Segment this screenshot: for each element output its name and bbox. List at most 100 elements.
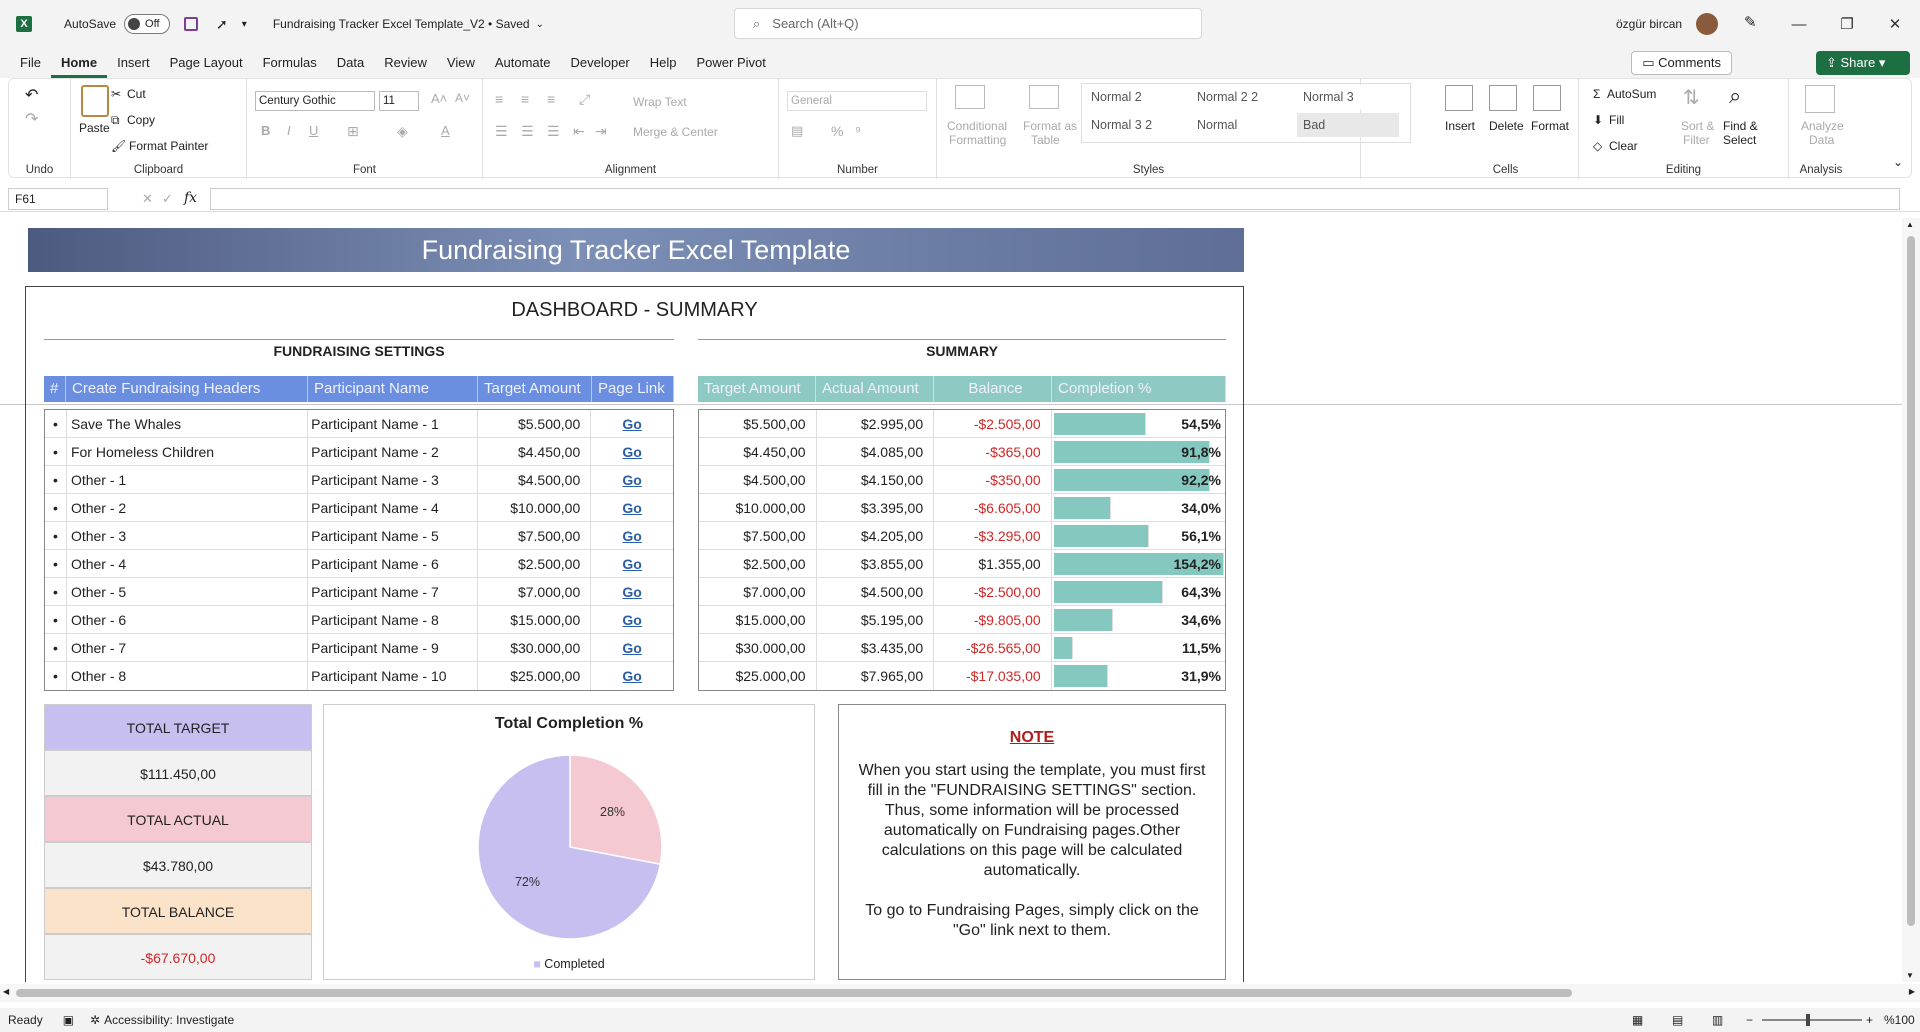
- underline-icon[interactable]: U: [309, 123, 319, 138]
- horizontal-scrollbar[interactable]: ◀ ▶: [0, 984, 1920, 1002]
- fundraising-header-cell[interactable]: Other - 1: [67, 466, 309, 493]
- style-cell[interactable]: Normal 3 2: [1085, 113, 1187, 137]
- page-link[interactable]: Go: [622, 444, 642, 460]
- balance-cell[interactable]: -$17.035,00: [934, 662, 1052, 690]
- redo-icon[interactable]: ↷: [25, 111, 39, 128]
- participant-cell[interactable]: Participant Name - 10: [308, 662, 478, 690]
- actual-amount-cell[interactable]: $3.435,00: [817, 634, 935, 661]
- insert-cells-icon[interactable]: [1445, 85, 1473, 111]
- page-link[interactable]: Go: [622, 640, 642, 656]
- cut-button[interactable]: Cut: [127, 87, 146, 101]
- customize-qat-icon[interactable]: ▾: [241, 18, 247, 30]
- font-color-icon[interactable]: A: [441, 123, 450, 138]
- summary-target-cell[interactable]: $10.000,00: [699, 494, 817, 521]
- actual-amount-cell[interactable]: $4.085,00: [817, 438, 935, 465]
- pie-slice[interactable]: [569, 754, 663, 866]
- completion-cell[interactable]: 64,3%: [1052, 578, 1225, 605]
- tab-file[interactable]: File: [20, 55, 41, 70]
- format-cells-button[interactable]: Format: [1531, 119, 1570, 133]
- document-title[interactable]: Fundraising Tracker Excel Template_V2 • …: [272, 17, 530, 31]
- decrease-indent-icon[interactable]: ⇤: [573, 123, 585, 139]
- borders-icon[interactable]: ⊞: [347, 123, 359, 139]
- tab-insert[interactable]: Insert: [117, 55, 150, 70]
- tab-data[interactable]: Data: [336, 55, 365, 70]
- chevron-down-icon[interactable]: ⌄: [535, 18, 544, 30]
- align-left-icon[interactable]: ☰: [495, 123, 508, 139]
- target-amount-cell[interactable]: $15.000,00: [478, 606, 592, 633]
- target-amount-cell[interactable]: $4.450,00: [478, 438, 592, 465]
- completion-cell[interactable]: 92,2%: [1052, 466, 1225, 493]
- balance-cell[interactable]: -$9.805,00: [934, 606, 1052, 633]
- page-layout-view-icon[interactable]: ▤: [1672, 1013, 1684, 1027]
- target-amount-cell[interactable]: $10.000,00: [478, 494, 592, 521]
- increase-font-icon[interactable]: A˄: [431, 91, 448, 106]
- actual-amount-cell[interactable]: $4.150,00: [817, 466, 935, 493]
- delete-cells-button[interactable]: Delete: [1489, 119, 1524, 133]
- copy-button[interactable]: Copy: [127, 113, 156, 127]
- font-size-select[interactable]: 11: [379, 91, 419, 111]
- comma-icon[interactable]: ⁹: [855, 123, 861, 139]
- page-link[interactable]: Go: [622, 584, 642, 600]
- zoom-level[interactable]: %100: [1884, 1013, 1915, 1027]
- balance-cell[interactable]: -$2.500,00: [934, 578, 1052, 605]
- style-cell[interactable]: Normal 2: [1085, 85, 1187, 109]
- fill-icon[interactable]: ⬇: [1593, 113, 1604, 127]
- find-select-icon[interactable]: ⌕: [1729, 83, 1742, 108]
- page-link[interactable]: Go: [622, 556, 642, 572]
- accessibility-icon[interactable]: ✲: [90, 1013, 101, 1027]
- participant-cell[interactable]: Participant Name - 4: [308, 494, 478, 521]
- completion-cell[interactable]: 56,1%: [1052, 522, 1225, 549]
- cancel-icon[interactable]: ✕: [142, 191, 153, 206]
- completion-cell[interactable]: 11,5%: [1052, 634, 1225, 661]
- page-break-view-icon[interactable]: ▥: [1712, 1013, 1724, 1027]
- completion-chart[interactable]: Total Completion % 28% 72% ■ Completed: [323, 704, 815, 980]
- balance-cell[interactable]: $1.355,00: [934, 550, 1052, 577]
- bold-icon[interactable]: B: [261, 123, 271, 138]
- formula-input[interactable]: [210, 188, 1900, 210]
- format-cells-icon[interactable]: [1533, 85, 1561, 111]
- search-box[interactable]: ⌕ Search (Alt+Q): [734, 8, 1202, 39]
- tab-power-pivot[interactable]: Power Pivot: [696, 55, 766, 70]
- autosum-icon[interactable]: Σ: [1593, 87, 1601, 101]
- page-link[interactable]: Go: [622, 612, 642, 628]
- pointer-mode-icon[interactable]: ➚: [216, 15, 228, 32]
- summary-target-cell[interactable]: $4.450,00: [699, 438, 817, 465]
- fx-icon[interactable]: fx: [184, 190, 198, 206]
- summary-target-cell[interactable]: $25.000,00: [699, 662, 817, 690]
- actual-amount-cell[interactable]: $2.995,00: [817, 410, 935, 437]
- actual-amount-cell[interactable]: $3.395,00: [817, 494, 935, 521]
- scroll-down-icon[interactable]: ▼: [1906, 971, 1914, 980]
- zoom-slider[interactable]: [1762, 1019, 1862, 1021]
- tab-formulas[interactable]: Formulas: [262, 55, 317, 70]
- collapse-ribbon-icon[interactable]: ⌄: [1892, 155, 1903, 169]
- save-icon[interactable]: [184, 17, 199, 31]
- style-cell[interactable]: Normal: [1191, 113, 1293, 137]
- fundraising-header-cell[interactable]: Other - 7: [67, 634, 309, 661]
- clear-button[interactable]: Clear: [1609, 139, 1638, 153]
- paste-button[interactable]: Paste: [79, 121, 110, 135]
- fill-button[interactable]: Fill: [1609, 113, 1625, 127]
- summary-target-cell[interactable]: $7.500,00: [699, 522, 817, 549]
- participant-cell[interactable]: Participant Name - 9: [308, 634, 478, 661]
- page-link[interactable]: Go: [622, 416, 642, 432]
- style-cell[interactable]: Normal 3: [1297, 85, 1399, 109]
- summary-target-cell[interactable]: $2.500,00: [699, 550, 817, 577]
- align-bottom-icon[interactable]: ≡: [547, 91, 556, 107]
- fundraising-header-cell[interactable]: Other - 3: [67, 522, 309, 549]
- decrease-font-icon[interactable]: A˅: [455, 91, 471, 105]
- fundraising-header-cell[interactable]: Save The Whales: [67, 410, 309, 437]
- align-top-icon[interactable]: ≡: [495, 91, 504, 107]
- pie-slice[interactable]: [477, 754, 662, 940]
- format-painter-icon[interactable]: 🖌: [111, 139, 127, 153]
- tab-automate[interactable]: Automate: [494, 55, 551, 70]
- page-link[interactable]: Go: [622, 472, 642, 488]
- enter-icon[interactable]: ✓: [162, 191, 173, 206]
- actual-amount-cell[interactable]: $4.205,00: [817, 522, 935, 549]
- macro-icon[interactable]: ▣: [62, 1013, 75, 1027]
- cut-icon[interactable]: ✂: [111, 87, 122, 101]
- horizontal-scroll-thumb[interactable]: [16, 989, 1572, 997]
- copy-icon[interactable]: ⧉: [111, 113, 120, 127]
- target-amount-cell[interactable]: $5.500,00: [478, 410, 592, 437]
- actual-amount-cell[interactable]: $7.965,00: [817, 662, 935, 690]
- percent-icon[interactable]: %: [831, 123, 844, 139]
